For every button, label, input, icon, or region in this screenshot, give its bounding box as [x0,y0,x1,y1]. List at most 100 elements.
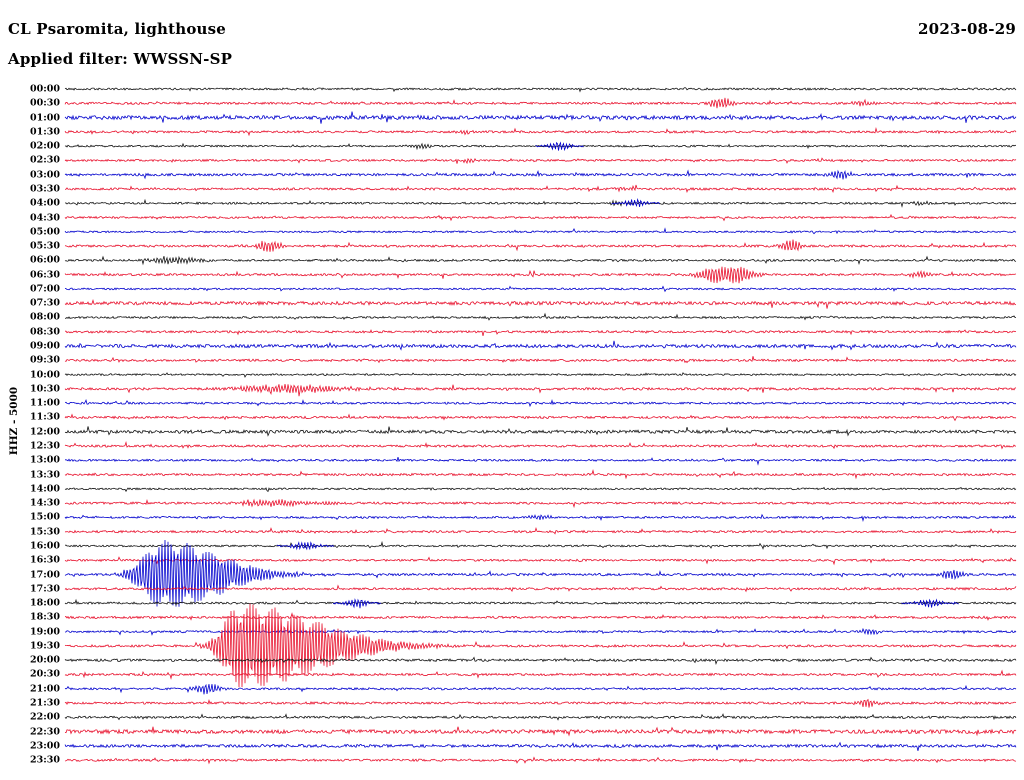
row-label: 16:00 [30,540,60,552]
trace-row [64,656,1017,665]
row-label: 15:30 [30,525,60,537]
row-label: 00:30 [30,97,60,109]
row-label: 06:00 [30,254,60,266]
row-label: 07:30 [30,297,60,309]
row-label: 12:00 [30,425,60,437]
row-label: 09:30 [30,354,60,366]
trace-row [64,603,1017,688]
trace-row [611,198,660,208]
trace-row [64,213,1017,222]
row-label: 10:00 [30,368,60,380]
trace-row [64,97,1017,109]
row-label: 18:00 [30,597,60,609]
row-label: 13:30 [30,468,60,480]
row-label: 10:30 [30,383,60,395]
row-label: 12:30 [30,440,60,452]
row-label: 06:30 [30,268,60,280]
trace-row [64,142,1017,151]
trace-row [64,468,1017,480]
row-label: 02:00 [30,140,60,152]
trace-row [64,312,1017,321]
trace-row [64,669,1017,680]
trace-row [64,741,1017,751]
trace-row [64,127,1017,137]
trace-row [64,598,1017,606]
row-label: 11:30 [30,411,60,423]
trace-row [64,255,1017,266]
row-label: 11:00 [30,397,60,409]
row-label: 17:00 [30,568,60,580]
trace-row [64,713,1017,721]
row-label: 19:00 [30,625,60,637]
row-label: 16:30 [30,554,60,566]
row-label: 01:00 [30,111,60,123]
report-date: 2023-08-29 [918,20,1016,38]
trace-row [64,329,1017,337]
trace-row [64,698,1017,708]
time-axis-labels: 00:00 00:30 01:00 01:30 02:00 02:30 03:00 03:30… [0,0,62,780]
trace-row [64,556,1017,566]
trace-row [64,498,1017,509]
trace-row [535,141,584,152]
trace-row [64,184,1017,194]
trace-row [64,627,1017,636]
row-label: 21:30 [30,697,60,709]
trace-row [64,198,1017,208]
trace-row [64,299,1017,309]
trace-row [64,540,1017,550]
row-label: 19:30 [30,640,60,652]
row-label: 09:00 [30,340,60,352]
trace-row [64,266,1017,284]
row-label: 15:00 [30,511,60,523]
row-label: 13:00 [30,454,60,466]
trace-row [64,383,1017,397]
trace-row [64,239,1017,252]
row-label: 20:30 [30,668,60,680]
trace-row [64,426,1017,437]
trace-row [64,157,1017,165]
trace-row [64,340,1017,351]
trace-row [64,726,1017,737]
trace-row [64,372,1017,378]
row-label: 05:00 [30,226,60,238]
trace-row [64,756,1017,765]
station-title: CL Psaromita, lighthouse [8,20,227,38]
trace-row [64,169,1017,180]
trace-row [64,399,1017,408]
trace-row [64,584,1017,593]
trace-row [64,111,1017,124]
trace-row [64,486,1017,493]
row-label: 14:00 [30,483,60,495]
trace-row [64,227,1017,235]
row-label: 22:30 [30,725,60,737]
trace-row [64,540,1017,607]
row-label: 14:30 [30,497,60,509]
trace-row [64,526,1017,535]
trace-row [64,86,1017,93]
row-label: 23:30 [30,754,60,766]
row-label: 08:30 [30,326,60,337]
row-label: 04:30 [30,211,60,223]
row-label: 17:30 [30,583,60,595]
trace-row [64,440,1017,450]
filter-label: Applied filter: WWSSN-SP [8,50,233,68]
row-label: 21:00 [30,683,60,694]
row-label: 22:00 [30,711,60,723]
trace-row [64,513,1017,523]
row-label: 01:30 [30,126,60,138]
trace-row [332,598,382,609]
row-label: 03:00 [30,168,60,180]
trace-row [64,612,1017,621]
row-label: 08:00 [30,311,60,323]
row-label: 00:00 [30,83,60,95]
trace-row [64,285,1017,293]
row-label: 04:00 [30,197,60,209]
row-label: 18:30 [30,611,60,623]
row-label: 02:30 [30,154,60,166]
row-label: 03:30 [30,183,60,195]
trace-row [276,541,335,551]
row-label: 05:30 [30,240,60,252]
trace-row [64,413,1017,422]
